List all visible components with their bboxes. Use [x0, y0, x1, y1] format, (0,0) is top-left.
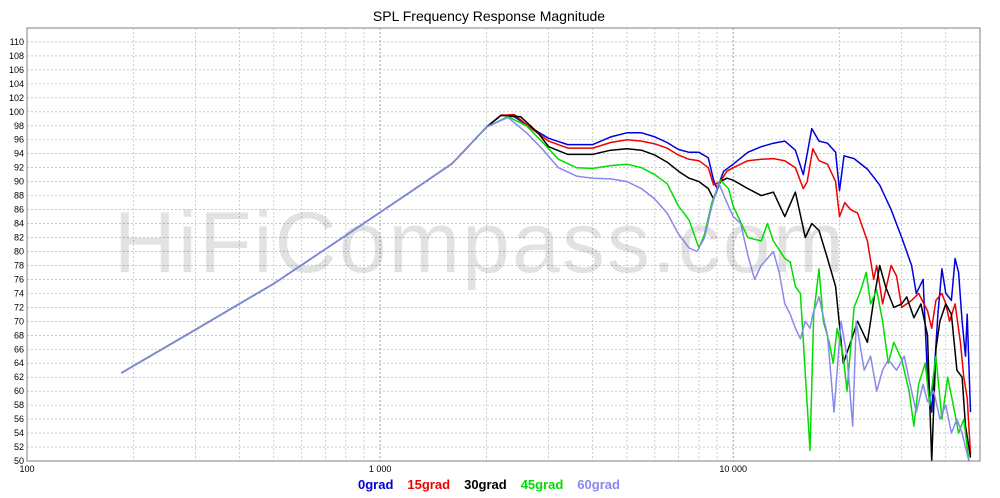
y-tick-label: 58 [14, 400, 24, 410]
x-tick-label: 10 000 [719, 464, 747, 474]
legend: 0grad 15grad 30grad 45grad 60grad [358, 477, 620, 492]
y-tick-label: 90 [14, 177, 24, 187]
series-line-60grad [120, 116, 970, 462]
series-line-15grad [120, 113, 972, 455]
y-tick-label: 82 [14, 233, 24, 243]
legend-item-30grad: 30grad [464, 477, 507, 492]
plot-frame [26, 27, 981, 462]
y-tick-label: 86 [14, 205, 24, 215]
series-line-45grad [120, 115, 970, 462]
x-tick-label: 100 [19, 464, 34, 474]
y-tick-label: 76 [14, 274, 24, 284]
y-tick-label: 62 [14, 372, 24, 382]
y-tick-label: 98 [14, 121, 24, 131]
y-tick-label: 94 [14, 149, 24, 159]
chart-title: SPL Frequency Response Magnitude [373, 8, 605, 24]
y-tick-label: 80 [14, 246, 24, 256]
y-tick-label: 68 [14, 330, 24, 340]
legend-item-60grad: 60grad [577, 477, 620, 492]
watermark-text: HiFiCompass.com [114, 195, 846, 291]
y-tick-label: 84 [14, 219, 24, 229]
y-tick-label: 100 [9, 107, 24, 117]
y-tick-label: 64 [14, 358, 24, 368]
y-tick-label: 74 [14, 288, 24, 298]
y-tick-label: 72 [14, 302, 24, 312]
legend-item-45grad: 45grad [521, 477, 564, 492]
x-axis-ticks: 100 1 000 10 000 [19, 464, 746, 474]
y-tick-label: 108 [9, 51, 24, 61]
x-tick-label: 1 000 [369, 464, 392, 474]
series-line-30grad [120, 114, 972, 462]
legend-item-15grad: 15grad [407, 477, 450, 492]
y-tick-label: 56 [14, 414, 24, 424]
y-tick-label: 50 [14, 456, 24, 466]
y-tick-label: 106 [9, 65, 24, 75]
y-tick-label: 78 [14, 260, 24, 270]
series-layer [120, 113, 972, 462]
grid [27, 28, 980, 461]
y-tick-label: 102 [9, 93, 24, 103]
y-tick-label: 110 [10, 37, 24, 47]
y-axis-ticks: 50 52 54 56 58 60 62 64 66 68 70 72 74 76 78 80 82 84 86 88… [9, 37, 24, 466]
y-tick-label: 66 [14, 344, 24, 354]
y-tick-label: 104 [9, 79, 24, 89]
y-tick-label: 52 [14, 442, 24, 452]
legend-item-0grad: 0grad [358, 477, 393, 492]
y-tick-label: 70 [14, 316, 24, 326]
y-tick-label: 60 [14, 386, 24, 396]
y-tick-label: 92 [14, 163, 24, 173]
y-tick-label: 88 [14, 191, 24, 201]
series-line-0grad [120, 114, 972, 413]
y-tick-label: 54 [14, 428, 24, 438]
y-tick-label: 96 [14, 135, 24, 145]
